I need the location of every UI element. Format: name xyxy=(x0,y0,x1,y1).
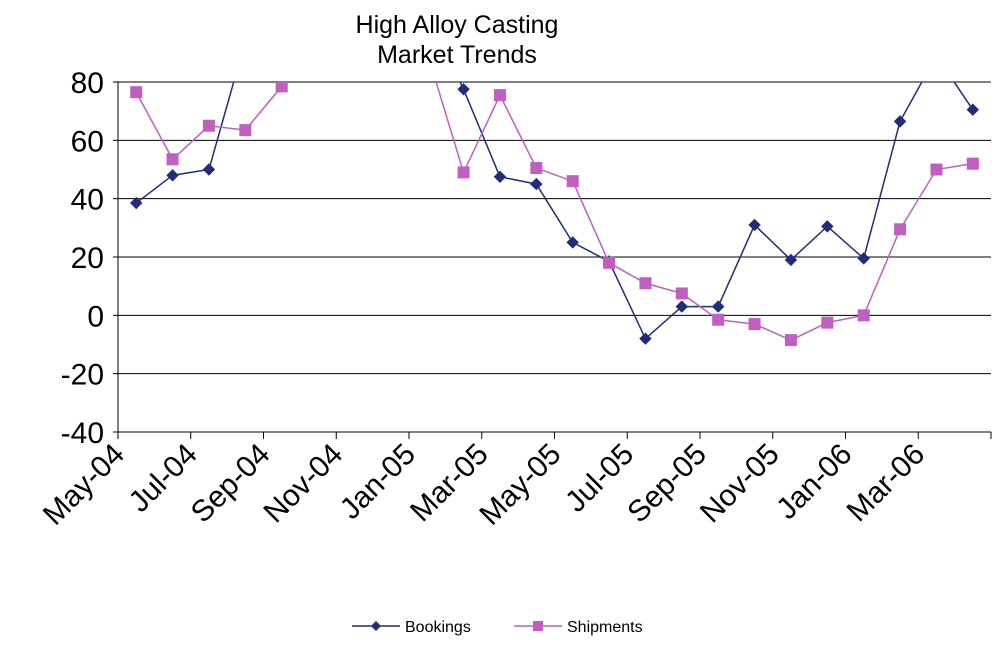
bookings-point xyxy=(893,115,907,128)
y-axis-tick-labels: -40 -20 0 20 40 60 80 xyxy=(61,67,104,450)
bookings-legend-marker xyxy=(371,621,381,631)
x-tick-label: Mar-06 xyxy=(841,438,932,529)
y-tick-label: 0 xyxy=(87,300,104,333)
shipments-point xyxy=(239,124,252,137)
shipments-point xyxy=(166,153,179,166)
bookings-point xyxy=(675,300,689,313)
shipments-point xyxy=(202,119,215,132)
y-tick-label: 80 xyxy=(71,67,104,100)
bookings-point xyxy=(457,83,470,96)
x-tick-label: Nov-05 xyxy=(694,438,786,530)
bookings-point xyxy=(202,163,216,176)
bookings-series-line xyxy=(135,82,974,340)
bookings-point xyxy=(129,196,143,210)
bookings-point xyxy=(566,236,579,249)
x-tick-label: May-05 xyxy=(473,438,567,532)
shipments-point xyxy=(857,309,870,322)
x-axis-tick-labels: May-04Jul-04Sep-04Nov-04Jan-05Mar-05May-… xyxy=(37,438,931,532)
y-tick-label: 40 xyxy=(71,184,104,217)
bookings-point xyxy=(711,300,725,313)
bookings-point xyxy=(639,332,652,345)
shipments-point xyxy=(457,166,470,179)
x-tick-label: Jan-05 xyxy=(334,438,422,526)
shipments-point xyxy=(530,162,543,175)
chart-title-line: High Alloy Casting xyxy=(356,11,559,39)
shipments-point xyxy=(130,86,143,99)
bookings-point xyxy=(784,253,798,267)
shipments-point xyxy=(712,313,725,326)
shipments-point xyxy=(930,163,943,176)
y-tick-label: 20 xyxy=(71,242,104,275)
bookings-point xyxy=(530,177,543,191)
x-tick-label: May-04 xyxy=(37,438,131,532)
legend: Bookings Shipments xyxy=(352,619,643,636)
bookings-point xyxy=(748,218,761,232)
bookings-point xyxy=(493,170,507,183)
bookings-point xyxy=(166,169,179,182)
bookings-legend-label: Bookings xyxy=(405,619,471,636)
shipments-point xyxy=(275,82,288,93)
bookings-point xyxy=(966,103,980,116)
bookings-point xyxy=(857,252,870,265)
shipments-series-line xyxy=(135,82,973,341)
shipments-point xyxy=(639,277,652,290)
chart-title-line: Market Trends xyxy=(377,41,537,69)
shipments-point xyxy=(894,223,907,236)
y-tick-label: -40 xyxy=(61,417,104,450)
shipments-point xyxy=(603,256,616,269)
shipments-point xyxy=(821,316,834,329)
gridlines xyxy=(118,81,991,375)
series-group xyxy=(129,82,980,347)
x-tick-label: Sep-04 xyxy=(185,438,277,530)
y-tick-label: 60 xyxy=(71,125,104,158)
shipments-point xyxy=(966,157,979,170)
bookings-point xyxy=(821,220,834,233)
shipments-point xyxy=(566,175,579,188)
y-tick-label: -20 xyxy=(61,359,104,392)
shipments-point xyxy=(748,318,761,331)
x-tick-label: Sep-05 xyxy=(621,438,713,530)
shipments-point xyxy=(675,287,688,300)
shipments-point xyxy=(784,334,797,347)
shipments-point xyxy=(493,89,506,102)
x-tick-label: Nov-04 xyxy=(257,438,349,530)
shipments-legend-label: Shipments xyxy=(567,619,643,636)
axes xyxy=(113,81,992,439)
shipments-legend-marker xyxy=(533,621,543,631)
x-tick-label: Jan-06 xyxy=(770,438,858,526)
